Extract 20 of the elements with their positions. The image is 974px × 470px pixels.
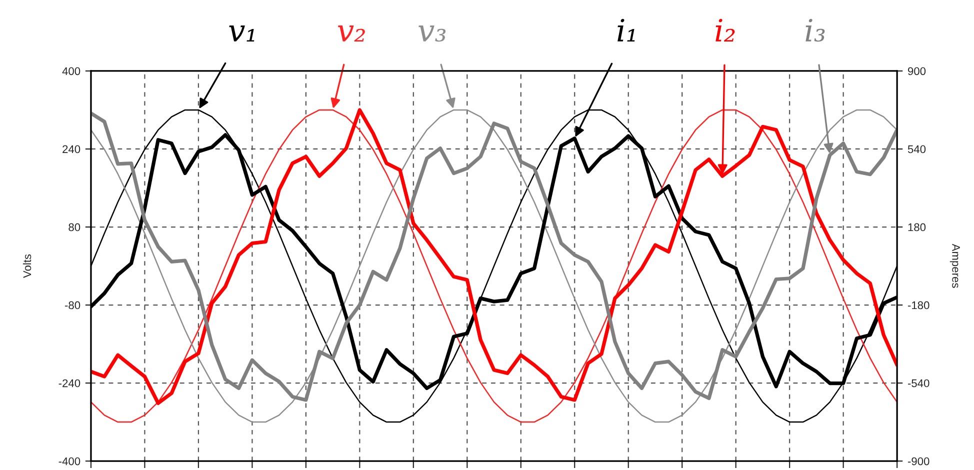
y2-tick-label: -540 — [908, 379, 930, 388]
y-tick-label: -80 — [64, 301, 80, 310]
y-tick-label: -400 — [58, 457, 80, 466]
y-axis-title: Volts — [22, 254, 32, 278]
y-tick-label: 80 — [68, 223, 80, 232]
text: v₁ — [229, 25, 254, 42]
y2-tick-label: -900 — [908, 457, 930, 466]
y2-tick-label: -180 — [908, 301, 930, 310]
text: i₁ — [618, 18, 635, 42]
text: v₃ — [418, 25, 446, 42]
y-tick-label: 400 — [62, 67, 80, 76]
text: v₂ — [338, 25, 365, 42]
y-tick-label: 240 — [62, 145, 80, 154]
y2-tick-label: 900 — [908, 67, 926, 76]
y2-axis-title: Amperes — [950, 244, 960, 288]
text: i₃ — [806, 18, 825, 42]
y2-tick-label: 540 — [908, 145, 926, 154]
text: i₂ — [716, 18, 735, 42]
y-tick-label: -240 — [58, 379, 80, 388]
y2-tick-label: 180 — [908, 223, 926, 232]
